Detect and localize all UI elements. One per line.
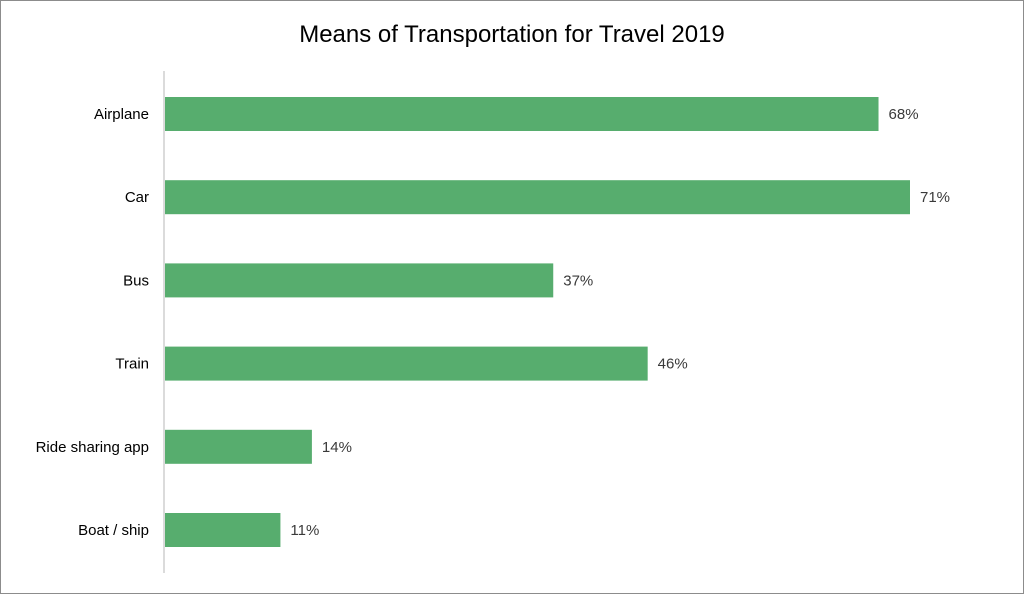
category-label-train: Train (115, 356, 149, 373)
category-label-airplane: Airplane (94, 106, 149, 123)
category-label-boat-ship: Boat / ship (78, 522, 149, 539)
value-label-ride-sharing-app: 14% (322, 439, 352, 456)
value-label-airplane: 68% (889, 106, 919, 123)
category-label-car: Car (125, 189, 149, 206)
bar-car (165, 180, 910, 215)
bar-train (165, 346, 648, 381)
bar-airplane (165, 97, 879, 131)
category-label-ride-sharing-app: Ride sharing app (36, 439, 149, 456)
value-label-boat-ship: 11% (290, 522, 319, 539)
value-label-car: 71% (920, 189, 950, 206)
chart-title: Means of Transportation for Travel 2019 (299, 21, 725, 48)
value-label-train: 46% (658, 356, 688, 373)
bar-bus (165, 263, 554, 298)
category-label-bus: Bus (123, 272, 149, 289)
bar-group: Airplane 68% Car 71% Bus 37% Train 46% Ride shar… (36, 97, 950, 547)
bar-boat-ship (165, 513, 281, 547)
value-label-bus: 37% (563, 272, 593, 289)
bar-ride-sharing-app (165, 429, 312, 464)
